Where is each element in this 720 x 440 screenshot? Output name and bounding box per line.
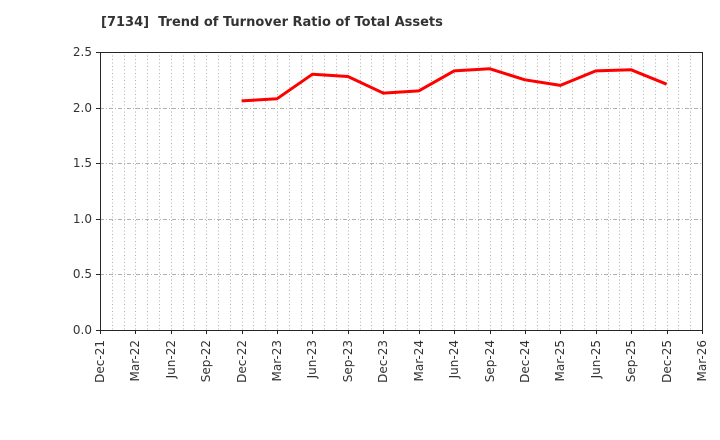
y-axis-tick-label: 2.5 — [72, 45, 92, 59]
x-axis-tick-label-text: Jun-25 — [588, 340, 603, 379]
x-axis-tick-label-text: Sep-22 — [199, 340, 214, 383]
chart-title: [7134] Trend of Turnover Ratio of Total … — [101, 15, 443, 30]
y-axis-tick-label: 0.0 — [72, 323, 92, 337]
x-axis-tick-label-text: Jun-22 — [163, 340, 178, 379]
x-axis-tick-label-text: Mar-23 — [270, 340, 285, 382]
x-axis-tick-label-text: Sep-24 — [482, 340, 497, 383]
x-axis-tick-label-text: Mar-26 — [695, 340, 709, 382]
x-axis-tick-label-text: Sep-23 — [340, 340, 355, 383]
plot-border — [100, 52, 703, 331]
x-axis-tick-label-text: Dec-22 — [234, 340, 249, 383]
y-axis-tick-label: 1.5 — [72, 156, 92, 171]
x-axis-tick-label-text: Jun-24 — [447, 340, 462, 379]
y-axis-tick-label: 2.0 — [72, 100, 92, 115]
x-axis-tick-label-text: Dec-23 — [376, 340, 391, 383]
y-axis-tick-label: 0.5 — [72, 267, 92, 282]
y-axis-tick-label: 1.0 — [72, 211, 92, 226]
x-axis-tick-label-text: Mar-24 — [411, 340, 426, 382]
x-axis-tick-label-text: Dec-21 — [93, 340, 107, 383]
data-line — [241, 67, 668, 103]
x-axis-tick-label-text: Mar-22 — [128, 340, 143, 382]
x-axis-tick-label-text: Mar-25 — [553, 340, 568, 382]
x-axis-tick-label-text: Sep-25 — [624, 340, 639, 383]
x-axis-tick-label-text: Jun-23 — [305, 340, 320, 379]
x-axis-tick-label-text: Dec-24 — [517, 340, 532, 383]
x-axis-tick-label-text: Dec-25 — [659, 340, 674, 383]
